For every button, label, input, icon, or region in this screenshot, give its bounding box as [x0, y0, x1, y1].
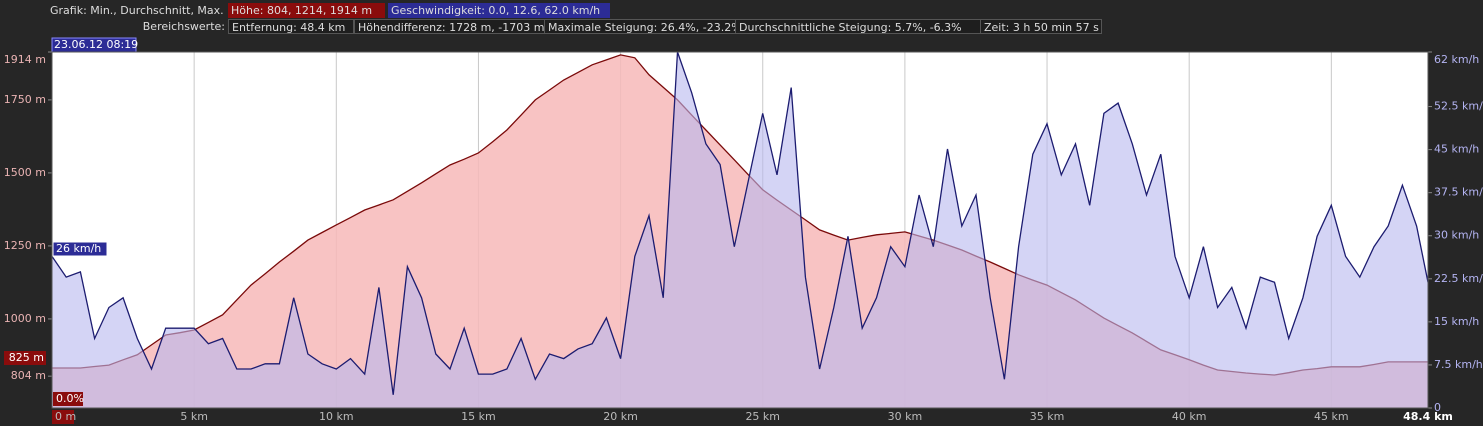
- cursor-time: 23.06.12 08:19: [54, 38, 138, 51]
- range-item: Höhendifferenz: 1728 m, -1703 m: [354, 19, 546, 34]
- y2-tick-label: 7.5 km/h: [1434, 358, 1483, 371]
- altitude-summary: Höhe: 804, 1214, 1914 m: [228, 3, 385, 18]
- range-item: Durchschnittliche Steigung: 5.7%, -6.3%: [735, 19, 981, 34]
- y-tick-label: 1500 m: [4, 166, 46, 179]
- series-line: [51, 51, 1429, 395]
- y2-tick-label: 0: [1434, 401, 1441, 414]
- cursor-altitude: 825 m: [9, 351, 44, 364]
- y-tick-label: 1250 m: [4, 239, 46, 252]
- plot-border: [51, 51, 1429, 409]
- speed-summary: Geschwindigkeit: 0.0, 12.6, 62.0 km/h: [388, 3, 610, 18]
- cursor-grade: 0.0%: [56, 392, 84, 405]
- x-tick-label: 10 km: [319, 410, 354, 423]
- x-tick-label: 25 km: [745, 410, 780, 423]
- cursor-speed-box: [52, 241, 108, 257]
- y2-tick-label: 52.5 km/h: [1434, 100, 1483, 113]
- y2-tick-label: 62 km/h: [1434, 53, 1479, 66]
- x-tick-label: 15 km: [461, 410, 496, 423]
- y2-tick-label: 22.5 km/h: [1434, 272, 1483, 285]
- range-label: Bereichswerte:: [142, 20, 225, 33]
- y2-tick-label: 30 km/h: [1434, 229, 1479, 242]
- y-tick-label: 1914 m: [4, 53, 46, 66]
- x-tick-label: 5 km: [180, 410, 208, 423]
- y-tick-label: 804 m: [11, 369, 46, 382]
- x-tick-label: 45 km: [1314, 410, 1349, 423]
- range-item: Entfernung: 48.4 km: [228, 19, 354, 34]
- cursor-speed: 26 km/h: [56, 242, 101, 255]
- header-label: Grafik: Min., Durchschnitt, Max.: [50, 4, 224, 17]
- cursor-altitude-box: [4, 351, 46, 365]
- range-item: Maximale Steigung: 26.4%, -23.2%: [544, 19, 742, 34]
- x-tick-label: 0 m: [55, 410, 76, 423]
- y2-tick-label: 37.5 km/h: [1434, 186, 1483, 199]
- cursor-grade-box: [53, 392, 83, 406]
- y-tick-label: 1750 m: [4, 93, 46, 106]
- y2-tick-label: 15 km/h: [1434, 315, 1479, 328]
- x-cursor-box: [52, 410, 74, 424]
- area-fill: [52, 52, 1428, 408]
- x-tick-label: 40 km: [1172, 410, 1207, 423]
- x-tick-label: 35 km: [1030, 410, 1065, 423]
- y2-tick-label: 45 km/h: [1434, 143, 1479, 156]
- x-tick-label: 20 km: [603, 410, 638, 423]
- y-tick-label: 1000 m: [4, 312, 46, 325]
- x-tick-label: 48.4 km: [1403, 410, 1453, 423]
- x-tick-label: 30 km: [888, 410, 923, 423]
- range-item: Zeit: 3 h 50 min 57 s: [980, 19, 1102, 34]
